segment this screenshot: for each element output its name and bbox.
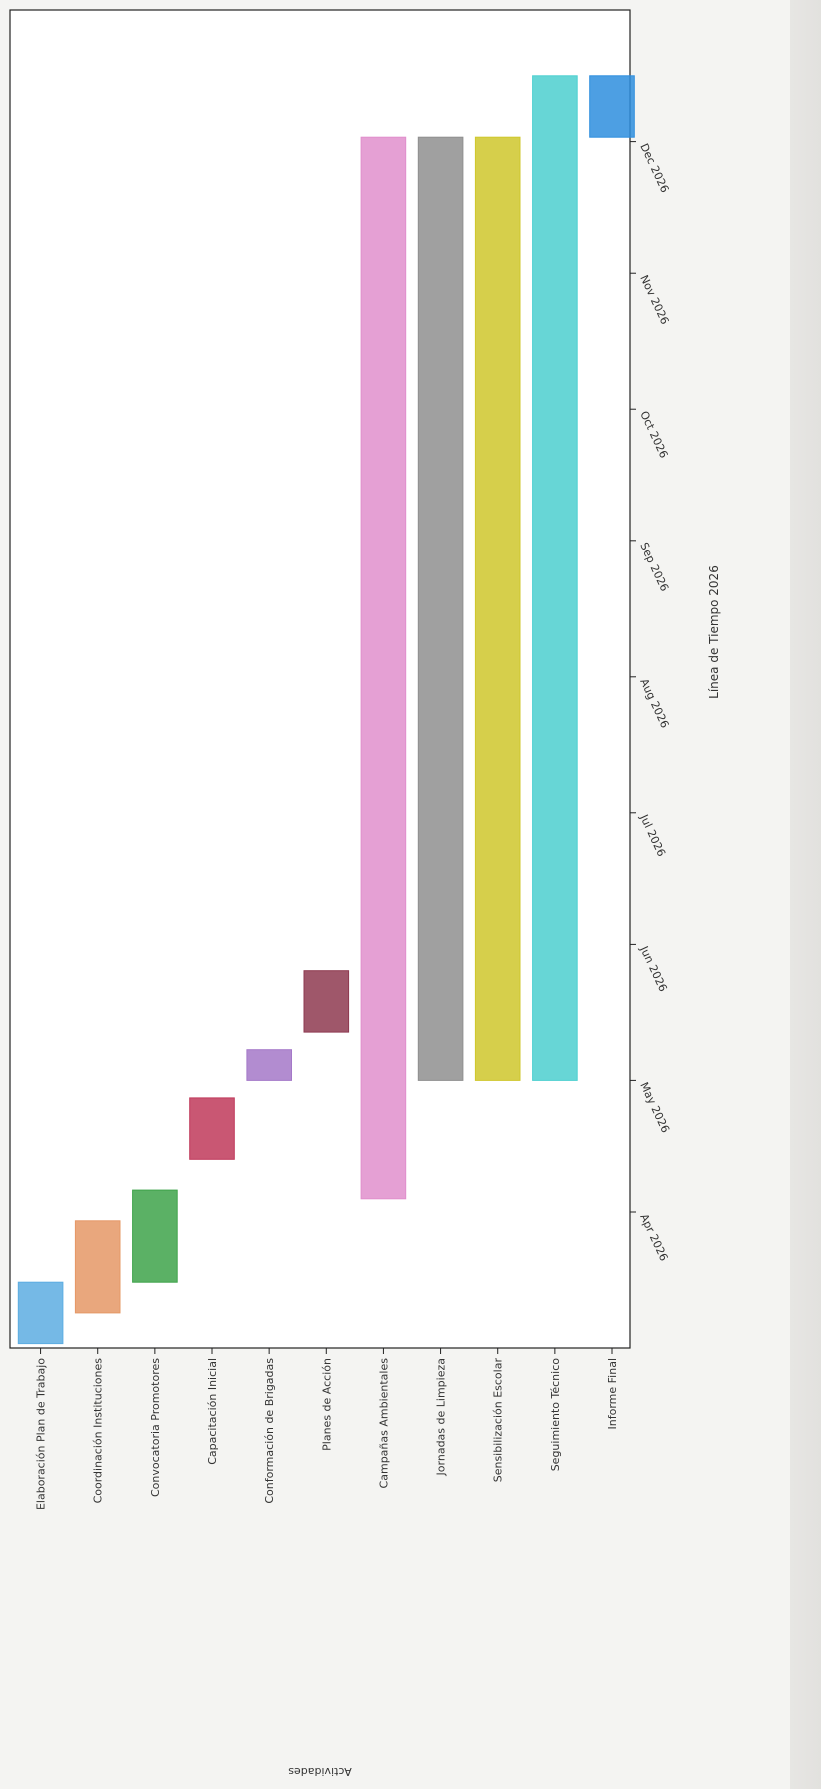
x-tick-label: Dec 2026 xyxy=(637,141,671,194)
y-tick-label: Coordinación Instituciones xyxy=(92,1358,105,1504)
gantt-bar xyxy=(417,136,464,1081)
bars-group xyxy=(17,75,635,1345)
y-tick-label: Planes de Acción xyxy=(320,1358,333,1451)
y-tick-label: Elaboración Plan de Trabajo xyxy=(35,1358,48,1510)
gantt-bar xyxy=(132,1189,178,1283)
y-tick-label: Informe Final xyxy=(606,1358,619,1429)
y-tick-label: Sensibilización Escolar xyxy=(492,1358,505,1483)
x-tick-label: Sep 2026 xyxy=(637,541,671,594)
gantt-bar xyxy=(589,75,635,138)
y-tick-label: Seguimiento Técnico xyxy=(549,1358,562,1472)
gantt-bar xyxy=(17,1281,64,1345)
x-tick-label: Apr 2026 xyxy=(637,1212,670,1263)
plot-area xyxy=(9,9,631,1349)
gantt-bar xyxy=(474,136,521,1081)
gantt-bar xyxy=(303,970,350,1033)
gantt-bar xyxy=(246,1049,292,1081)
gantt-bar xyxy=(532,75,578,1081)
x-tick-label: Jul 2026 xyxy=(637,812,668,859)
x-ticks-group: Apr 2026 May 2026 Jun 2026 Jul 2026 Aug 2026… xyxy=(630,141,672,1263)
y-tick-label: Campañas Ambientales xyxy=(377,1358,390,1489)
gantt-bar xyxy=(74,1220,121,1314)
x-tick-label: Nov 2026 xyxy=(637,273,671,327)
gantt-bar xyxy=(360,136,407,1200)
x-axis-label: Línea de Tiempo 2026 xyxy=(707,565,721,699)
y-tick-label: Jornadas de Limpieza xyxy=(435,1358,448,1476)
x-tick-label: Oct 2026 xyxy=(637,409,670,460)
y-tick-label: Conformación de Brigadas xyxy=(263,1358,276,1504)
y-axis-label: Actividades xyxy=(288,1765,352,1778)
gantt-bar xyxy=(189,1097,235,1160)
x-tick-label: May 2026 xyxy=(637,1080,672,1135)
x-tick-label: Aug 2026 xyxy=(637,677,671,731)
y-tick-label: Capacitación Inicial xyxy=(206,1358,219,1465)
x-tick-label: Jun 2026 xyxy=(637,943,670,994)
y-tick-label: Convocatoria Promotores xyxy=(149,1358,162,1497)
y-ticks-group: Elaboración Plan de Trabajo Coordinación … xyxy=(35,1348,619,1510)
